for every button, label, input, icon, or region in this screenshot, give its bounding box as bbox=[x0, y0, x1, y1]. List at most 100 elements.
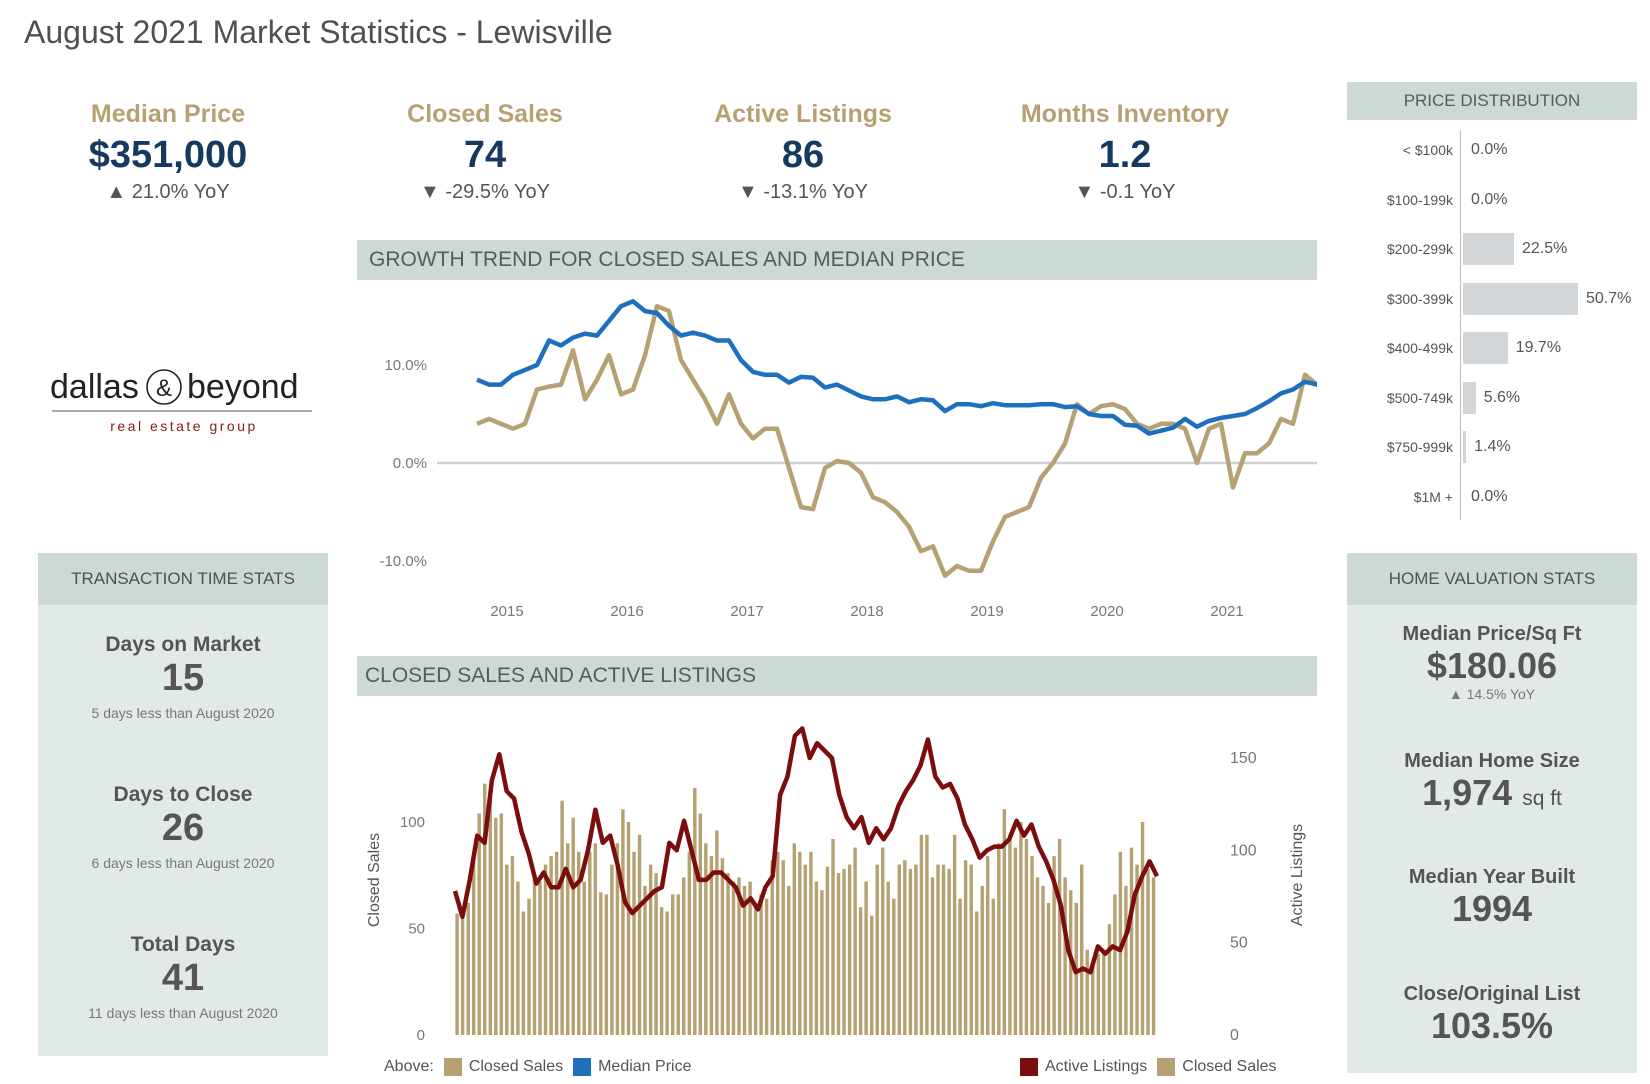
kpi-closed-sales: Closed Sales 74 ▼ -29.5% YoY bbox=[335, 100, 635, 204]
stat-note: 6 days less than August 2020 bbox=[91, 855, 275, 871]
stat-value: 41 bbox=[161, 957, 205, 999]
closed-sales-bar bbox=[787, 885, 791, 1035]
closed-sales-bar bbox=[499, 813, 504, 1035]
closed-sales-bar bbox=[527, 898, 531, 1035]
y-tick-label: -10.0% bbox=[379, 553, 427, 570]
closed-sales-bar bbox=[715, 830, 719, 1035]
hv-value: 103.5% bbox=[1430, 1005, 1554, 1046]
closed-sales-bar bbox=[892, 898, 896, 1035]
closed-sales-bar bbox=[853, 847, 857, 1035]
closed-sales-bar bbox=[986, 856, 990, 1035]
price-distribution-value: 19.7% bbox=[1515, 339, 1562, 356]
price-range-label: < $100k bbox=[1402, 142, 1453, 158]
closed-sales-bar bbox=[698, 813, 703, 1035]
legend-label: Median Price bbox=[598, 1058, 692, 1075]
closed-sales-bar bbox=[908, 868, 913, 1035]
hv-unit: sq ft bbox=[1522, 787, 1562, 810]
price-distribution-bar bbox=[1463, 282, 1578, 315]
closed-sales-bar bbox=[665, 911, 669, 1035]
closed-sales-bar bbox=[676, 894, 680, 1035]
hv-median-price-sqft: Median Price/Sq Ft $180.06 ▲ 14.5% YoY bbox=[1347, 623, 1637, 702]
closed-sales-bar bbox=[1102, 949, 1106, 1035]
stat-value: 15 bbox=[161, 657, 205, 699]
price-distribution-row: $300-399k 50.7% bbox=[1347, 279, 1647, 319]
closed-sales-bar bbox=[599, 892, 603, 1035]
closed-sales-bar bbox=[643, 885, 647, 1035]
transaction-time-stats-panel: TRANSACTION TIME STATS Days on Market 15… bbox=[38, 553, 328, 1056]
right-y-tick-label: 0 bbox=[1230, 1027, 1239, 1044]
closed-sales-bar bbox=[947, 868, 951, 1035]
closed-sales-bar bbox=[709, 856, 714, 1035]
kpi-value: 86 bbox=[781, 134, 825, 176]
stat-days-to-close: Days to Close 26 6 days less than August… bbox=[38, 783, 328, 871]
closed-sales-bar bbox=[604, 894, 609, 1035]
y-tick-label: 0.0% bbox=[393, 455, 427, 472]
closed-sales-bar bbox=[958, 898, 962, 1035]
closed-sales-bar bbox=[881, 847, 885, 1035]
closed-sales-bar bbox=[759, 894, 763, 1035]
closed-sales-bar bbox=[659, 907, 664, 1035]
price-distribution-bar bbox=[1463, 381, 1476, 414]
price-distribution-value: 22.5% bbox=[1522, 240, 1568, 257]
right-y-tick-label: 150 bbox=[1230, 750, 1257, 767]
closed-sales-bar bbox=[831, 839, 835, 1035]
closed-sales-bar bbox=[516, 881, 520, 1035]
closed-sales-bar bbox=[1091, 966, 1095, 1035]
closed-sales-bar bbox=[704, 843, 708, 1035]
price-range-label: $100-199k bbox=[1386, 191, 1453, 208]
kpi-value: $351,000 bbox=[88, 134, 248, 176]
panel-title: HOME VALUATION STATS bbox=[1347, 553, 1637, 605]
closed-sales-bar bbox=[809, 851, 813, 1035]
closed-sales-bar bbox=[466, 902, 470, 1035]
right-y-tick-label: 50 bbox=[1230, 935, 1248, 952]
sales-legend: Active Listings Closed Sales bbox=[1010, 1058, 1277, 1076]
hv-value: 1994 bbox=[1451, 888, 1533, 929]
closed-sales-bar bbox=[925, 834, 929, 1035]
closed-sales-active-listings-header: CLOSED SALES AND ACTIVE LISTINGS bbox=[357, 656, 1317, 696]
closed-sales-bar bbox=[1013, 847, 1018, 1035]
legend-label: Closed Sales bbox=[468, 1058, 564, 1075]
x-tick-label: 2018 bbox=[850, 603, 883, 620]
price-distribution-bar bbox=[1463, 233, 1515, 265]
closed-sales-bar bbox=[1135, 864, 1139, 1035]
closed-sales-bar bbox=[472, 851, 476, 1035]
price-distribution-row: $200-299k 22.5% bbox=[1347, 229, 1647, 269]
panel-title: TRANSACTION TIME STATS bbox=[38, 553, 328, 605]
closed-sales-bar bbox=[571, 817, 575, 1035]
closed-sales-bar bbox=[798, 851, 802, 1035]
closed-sales-bar bbox=[963, 860, 968, 1035]
price-distribution-value: 0.0% bbox=[1471, 190, 1508, 208]
price-range-label: $500-749k bbox=[1386, 389, 1453, 406]
legend-label: Active Listings bbox=[1045, 1058, 1148, 1075]
price-range-label: $1M + bbox=[1413, 488, 1453, 505]
closed-sales-bar bbox=[1030, 856, 1034, 1035]
price-range-label: $750-999k bbox=[1386, 439, 1453, 455]
hv-label: Close/Original List bbox=[1403, 983, 1581, 1005]
closed-sales-bar bbox=[621, 809, 625, 1035]
closed-sales-bar bbox=[825, 866, 830, 1035]
closed-sales-bar bbox=[753, 902, 758, 1035]
closed-sales-bar bbox=[1151, 877, 1156, 1035]
price-distribution-axis bbox=[1460, 130, 1461, 520]
closed-sales-bar bbox=[764, 898, 769, 1035]
price-range-label: $300-399k bbox=[1386, 290, 1453, 307]
price-distribution-bar bbox=[1463, 332, 1508, 364]
closed-sales-bar bbox=[803, 864, 808, 1035]
right-y-tick-label: 100 bbox=[1230, 842, 1257, 859]
stat-note: 5 days less than August 2020 bbox=[91, 705, 275, 721]
legend-swatch-active-listings bbox=[1020, 1058, 1038, 1076]
kpi-label: Months Inventory bbox=[1020, 100, 1230, 128]
closed-sales-bar bbox=[770, 860, 774, 1035]
closed-sales-bar bbox=[731, 881, 736, 1035]
closed-sales-bar bbox=[510, 856, 515, 1035]
closed-sales-bar bbox=[1008, 834, 1012, 1035]
y-tick-label: 10.0% bbox=[384, 357, 427, 374]
price-distribution-value: 0.0% bbox=[1471, 487, 1508, 505]
price-distribution-row: $500-749k 5.6% bbox=[1347, 378, 1647, 418]
closed-sales-bar bbox=[1052, 856, 1056, 1035]
x-tick-label: 2020 bbox=[1090, 603, 1123, 620]
closed-sales-bar bbox=[577, 851, 581, 1035]
hv-close-original-list: Close/Original List 103.5% bbox=[1347, 983, 1637, 1046]
closed-sales-bar bbox=[554, 851, 559, 1035]
closed-sales-bar bbox=[460, 917, 465, 1035]
